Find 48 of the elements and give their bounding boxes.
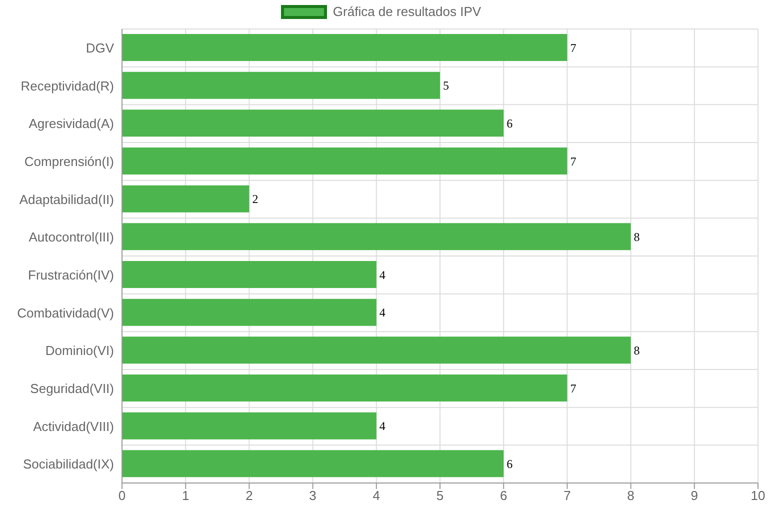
- y-tick-label: Adaptabilidad(II): [19, 192, 114, 207]
- bar: [122, 185, 250, 212]
- x-tick-label: 9: [690, 488, 698, 504]
- y-tick-label: Seguridad(VII): [30, 381, 114, 396]
- x-tick-label: 6: [500, 488, 508, 504]
- bar: [122, 223, 631, 250]
- y-tick-label: Frustración(IV): [28, 268, 114, 283]
- x-tick-label: 2: [246, 488, 253, 504]
- data-label: 4: [379, 306, 386, 320]
- data-label: 6: [506, 116, 513, 130]
- bar: [122, 412, 376, 440]
- bar: [122, 72, 440, 99]
- bar: [122, 261, 376, 288]
- y-tick-label: Autocontrol(III): [28, 230, 114, 245]
- legend-label: Gráfica de resultados IPV: [332, 4, 482, 19]
- data-label: 4: [379, 419, 386, 434]
- data-label: 8: [634, 343, 640, 358]
- data-label: 7: [570, 381, 576, 396]
- y-tick-label: Comprensión(I): [24, 154, 114, 170]
- x-tick-label: 1: [182, 488, 190, 504]
- bar: [122, 450, 504, 478]
- bar: [122, 374, 568, 402]
- data-label: 5: [443, 78, 449, 93]
- data-label: 7: [570, 154, 576, 168]
- x-tick-label: 4: [372, 488, 380, 504]
- y-tick-label: Agresividad(A): [28, 116, 114, 132]
- data-label: 6: [506, 456, 513, 471]
- bar: [122, 336, 631, 364]
- data-label: 4: [379, 268, 386, 282]
- x-tick-label: 5: [436, 488, 444, 504]
- bar: [122, 34, 568, 61]
- y-tick-label: Combatividad(V): [17, 305, 114, 320]
- data-label: 7: [570, 40, 576, 55]
- y-tick-label: Receptividad(R): [20, 78, 114, 94]
- y-tick-label: DGV: [86, 40, 114, 56]
- y-tick-label: Sociabilidad(IX): [22, 456, 114, 472]
- bar: [122, 110, 504, 137]
- y-tick-label: Dominio(VI): [45, 343, 114, 358]
- data-label: 2: [252, 192, 258, 206]
- bar: [122, 298, 376, 326]
- x-tick-label: 0: [118, 488, 126, 504]
- x-tick-label: 10: [750, 488, 766, 504]
- x-tick-label: 7: [564, 488, 571, 504]
- x-tick-label: 3: [309, 488, 316, 504]
- data-label: 8: [634, 230, 640, 244]
- y-tick-label: Actividad(VIII): [33, 418, 114, 434]
- x-tick-label: 8: [627, 488, 634, 504]
- bar: [122, 148, 568, 174]
